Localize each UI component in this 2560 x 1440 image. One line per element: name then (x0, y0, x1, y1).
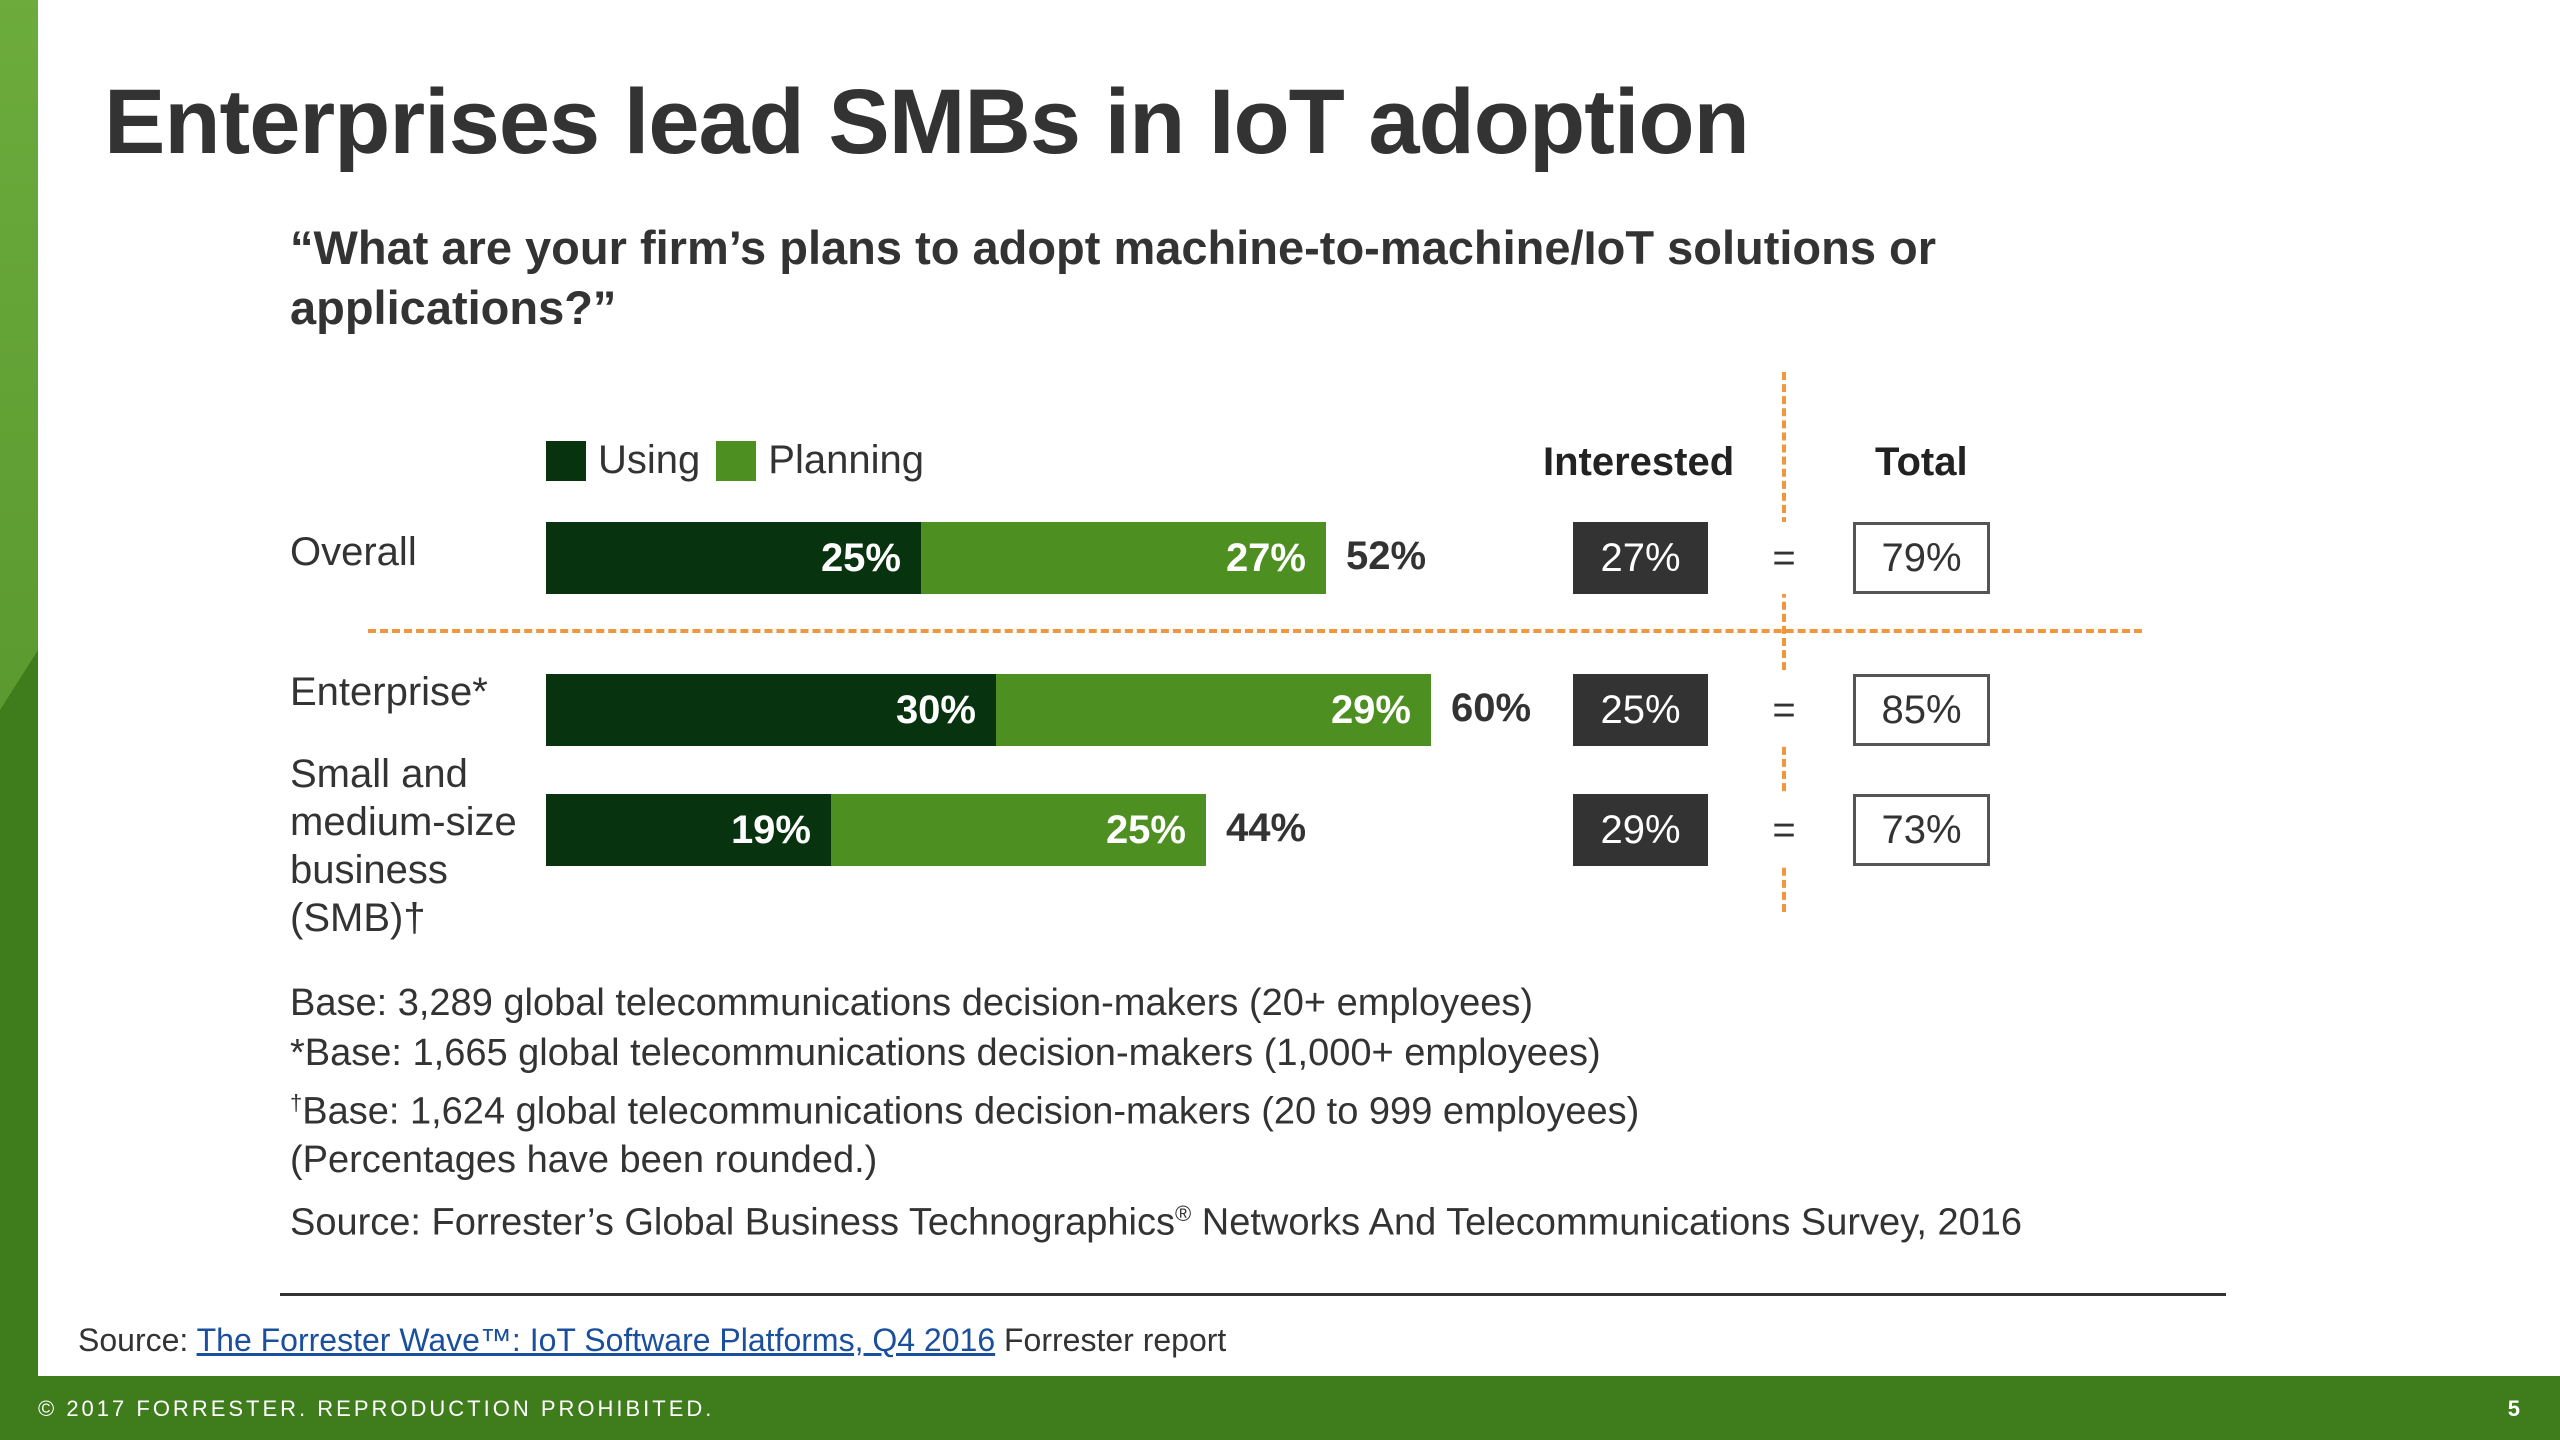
row-label-smb: Small and medium-size business (SMB)† (290, 752, 517, 940)
legend-label-planning: Planning (768, 438, 924, 482)
survey-question: “What are your firm’s plans to adopt mac… (290, 221, 1937, 334)
divider-line (280, 1293, 2226, 1296)
row-label-overall: Overall (290, 530, 417, 574)
equals-sign-smb: = (1768, 794, 1800, 866)
interested-header: Interested (1543, 440, 1735, 484)
chart-legend: Using Planning (546, 438, 954, 483)
bar-using-enterprise: 30% (546, 674, 996, 746)
chart-notes: Base: 3,289 global telecommunications de… (290, 978, 2022, 1247)
total-value-overall: 79% (1853, 522, 1990, 594)
registered-mark: ® (1175, 1200, 1192, 1226)
legend-label-using: Using (598, 438, 701, 482)
legend-swatch-using (546, 440, 586, 481)
note-rounding: (Percentages have been rounded.) (290, 1138, 878, 1181)
bar-using-smb: 19% (546, 794, 831, 866)
total-value-enterprise: 85% (1853, 674, 1990, 746)
note-base-smb: †Base: 1,624 global telecommunications d… (290, 1078, 2022, 1137)
note-survey-source: Source: Forrester’s Global Business Tech… (290, 1189, 2022, 1248)
equals-sign-enterprise: = (1768, 674, 1800, 746)
bar-using-overall: 25% (546, 522, 921, 594)
total-value-smb: 73% (1853, 794, 1990, 866)
copyright-text: © 2017 FORRESTER. REPRODUCTION PROHIBITE… (38, 1396, 715, 1421)
footer-bar: © 2017 FORRESTER. REPRODUCTION PROHIBITE… (0, 1376, 2560, 1440)
source-suffix: Forrester report (995, 1322, 1227, 1358)
row-label-enterprise: Enterprise* (290, 670, 488, 714)
bar-planning-enterprise: 29% (996, 674, 1431, 746)
equals-sign-overall: = (1768, 522, 1800, 594)
page-number: 5 (2507, 1396, 2520, 1421)
note-base-overall: Base: 3,289 global telecommunications de… (290, 982, 1534, 1024)
bar-total-label-overall: 52% (1346, 534, 1427, 578)
note-base-smb-text: Base: 1,624 global telecommunications de… (302, 1090, 1640, 1133)
source-report-link[interactable]: The Forrester Wave™: IoT Software Platfo… (196, 1322, 996, 1358)
note-base-enterprise: *Base: 1,665 global telecommunications d… (290, 1032, 1601, 1074)
bar-planning-smb: 25% (831, 794, 1206, 866)
survey-source-text: Source: Forrester’s Global Business Tech… (290, 1201, 1176, 1244)
bar-total-label-smb: 44% (1226, 806, 1307, 850)
report-source: Source: The Forrester Wave™: IoT Softwar… (78, 1322, 1226, 1359)
left-accent-shade (0, 650, 38, 1376)
interested-value-overall: 27% (1573, 522, 1708, 594)
bar-total-label-enterprise: 60% (1451, 686, 1532, 730)
vertical-separator (1782, 372, 1786, 912)
survey-source-text-end: Networks And Telecommunications Survey, … (1191, 1201, 2023, 1244)
horizontal-separator (368, 629, 2142, 633)
dagger-mark: † (290, 1090, 303, 1115)
total-header: Total (1875, 440, 1968, 484)
interested-value-smb: 29% (1573, 794, 1708, 866)
legend-swatch-planning (716, 440, 757, 481)
source-prefix: Source: (78, 1322, 197, 1358)
interested-value-enterprise: 25% (1573, 674, 1708, 746)
bar-planning-overall: 27% (921, 522, 1326, 594)
slide-title: Enterprises lead SMBs in IoT adoption (104, 71, 1750, 173)
